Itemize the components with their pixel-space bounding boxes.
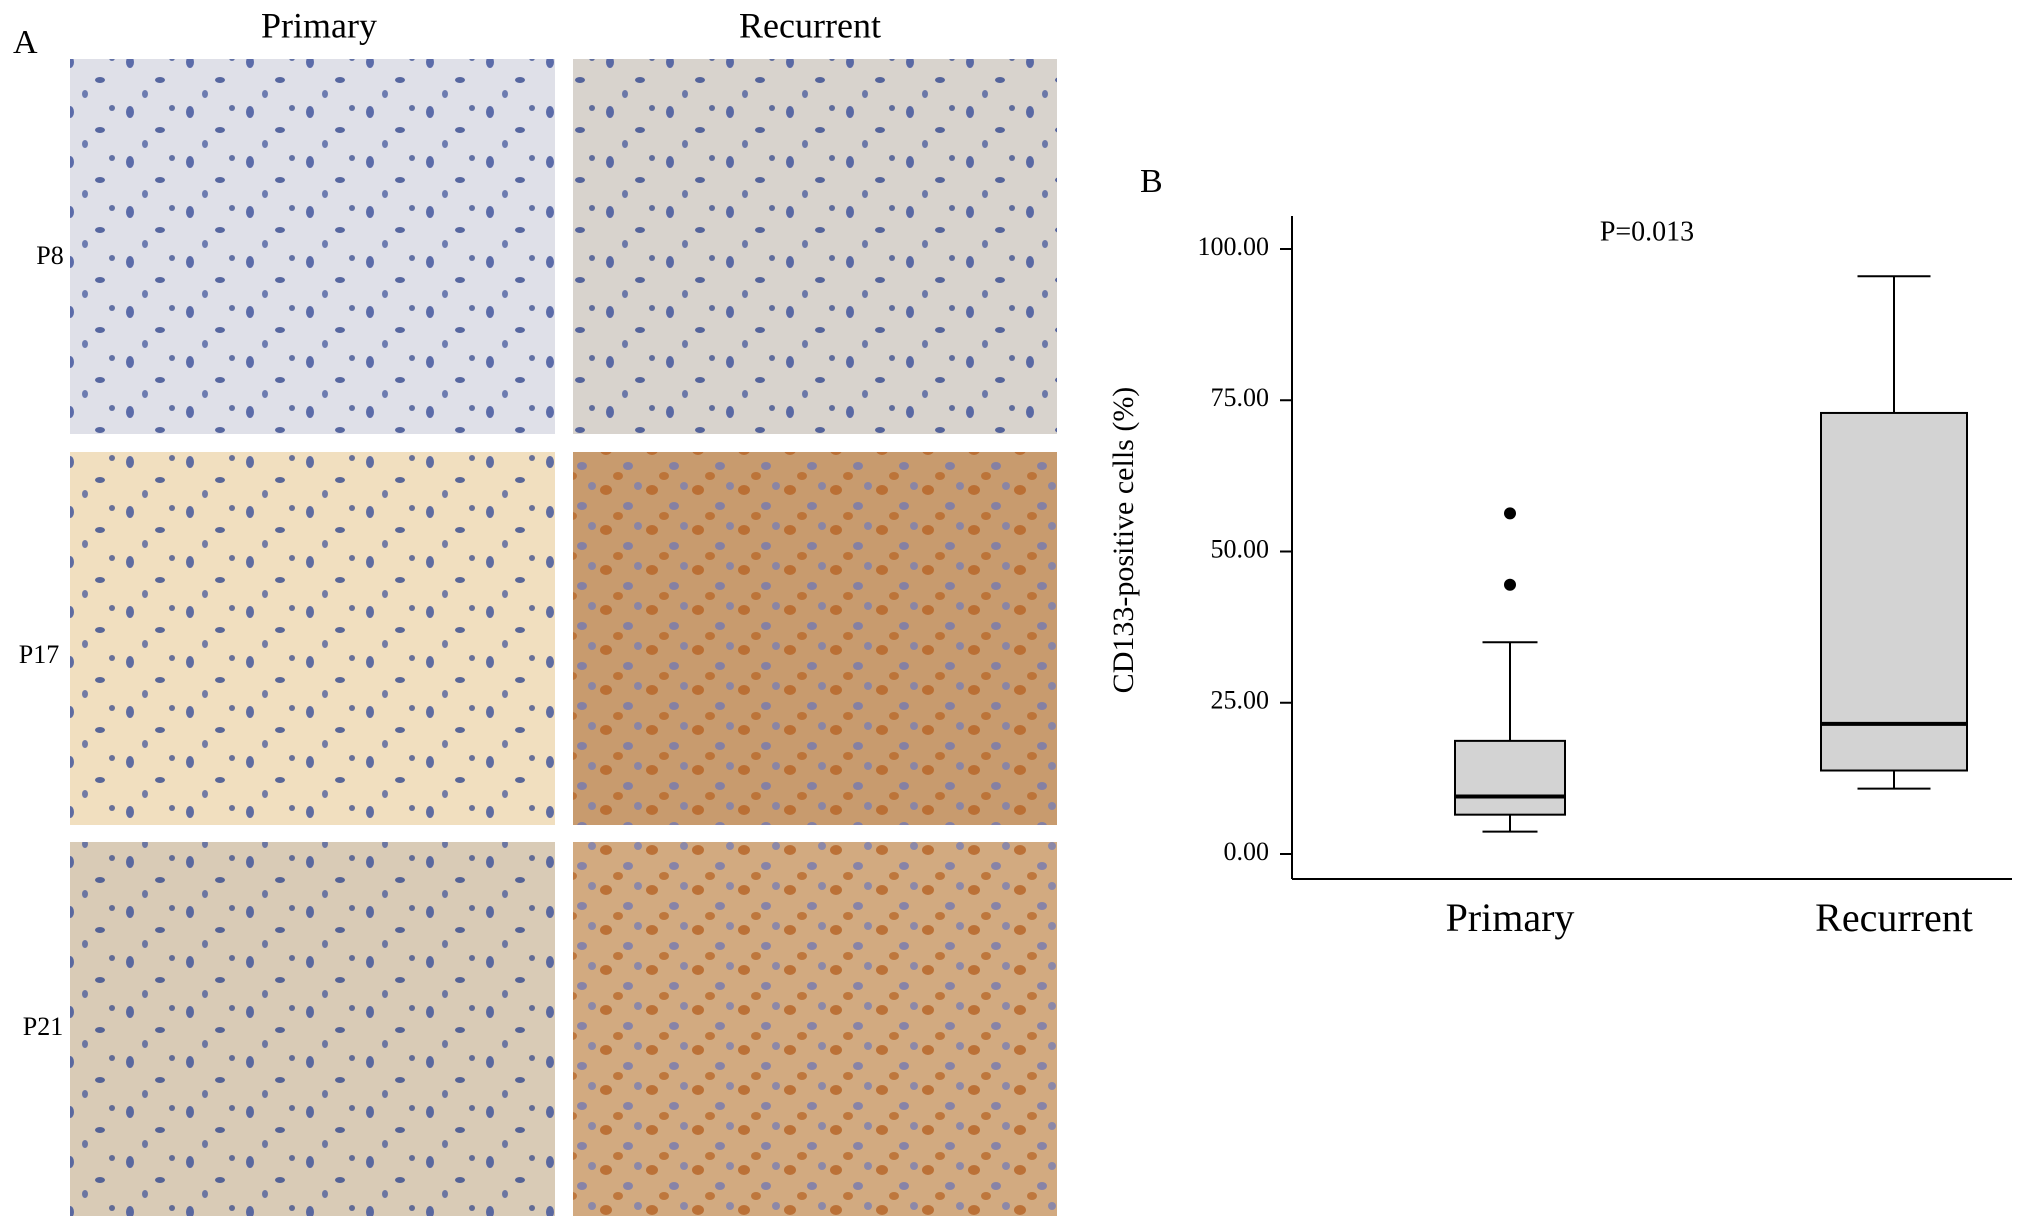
micrograph-texture	[573, 59, 1057, 434]
panel-label: B	[1140, 163, 1163, 200]
x-tick-label: Primary	[1446, 895, 1575, 940]
row-label: P21	[23, 1012, 63, 1041]
panel-b: B P=0.013 CD133-positive cells (%) 0.00 2…	[1107, 163, 2012, 940]
x-tick-label: Recurrent	[1815, 895, 1973, 940]
micrograph-texture	[70, 842, 555, 1216]
panel-a: A Primary Recurrent P8 P17 P21	[13, 5, 1057, 1216]
column-header: Primary	[261, 5, 377, 45]
panel-label: A	[13, 24, 38, 61]
y-tick-label: 75.00	[1211, 383, 1270, 412]
micrograph-texture	[573, 452, 1057, 825]
outlier	[1504, 578, 1516, 591]
y-axis-title: CD133-positive cells (%)	[1107, 387, 1140, 694]
micrograph-texture	[70, 59, 555, 434]
micrograph-texture	[573, 842, 1057, 1216]
y-tick-label: 25.00	[1211, 686, 1270, 715]
y-tick-label: 100.00	[1198, 232, 1270, 261]
micrograph-texture	[70, 452, 555, 825]
row-label: P17	[19, 640, 59, 669]
outlier	[1504, 507, 1516, 520]
annotation: P=0.013	[1600, 216, 1694, 247]
row-label: P8	[36, 241, 63, 270]
y-tick-label: 0.00	[1224, 837, 1270, 866]
column-header: Recurrent	[739, 5, 881, 45]
y-tick-label: 50.00	[1211, 534, 1270, 563]
box	[1820, 411, 1968, 772]
box	[1454, 739, 1566, 816]
